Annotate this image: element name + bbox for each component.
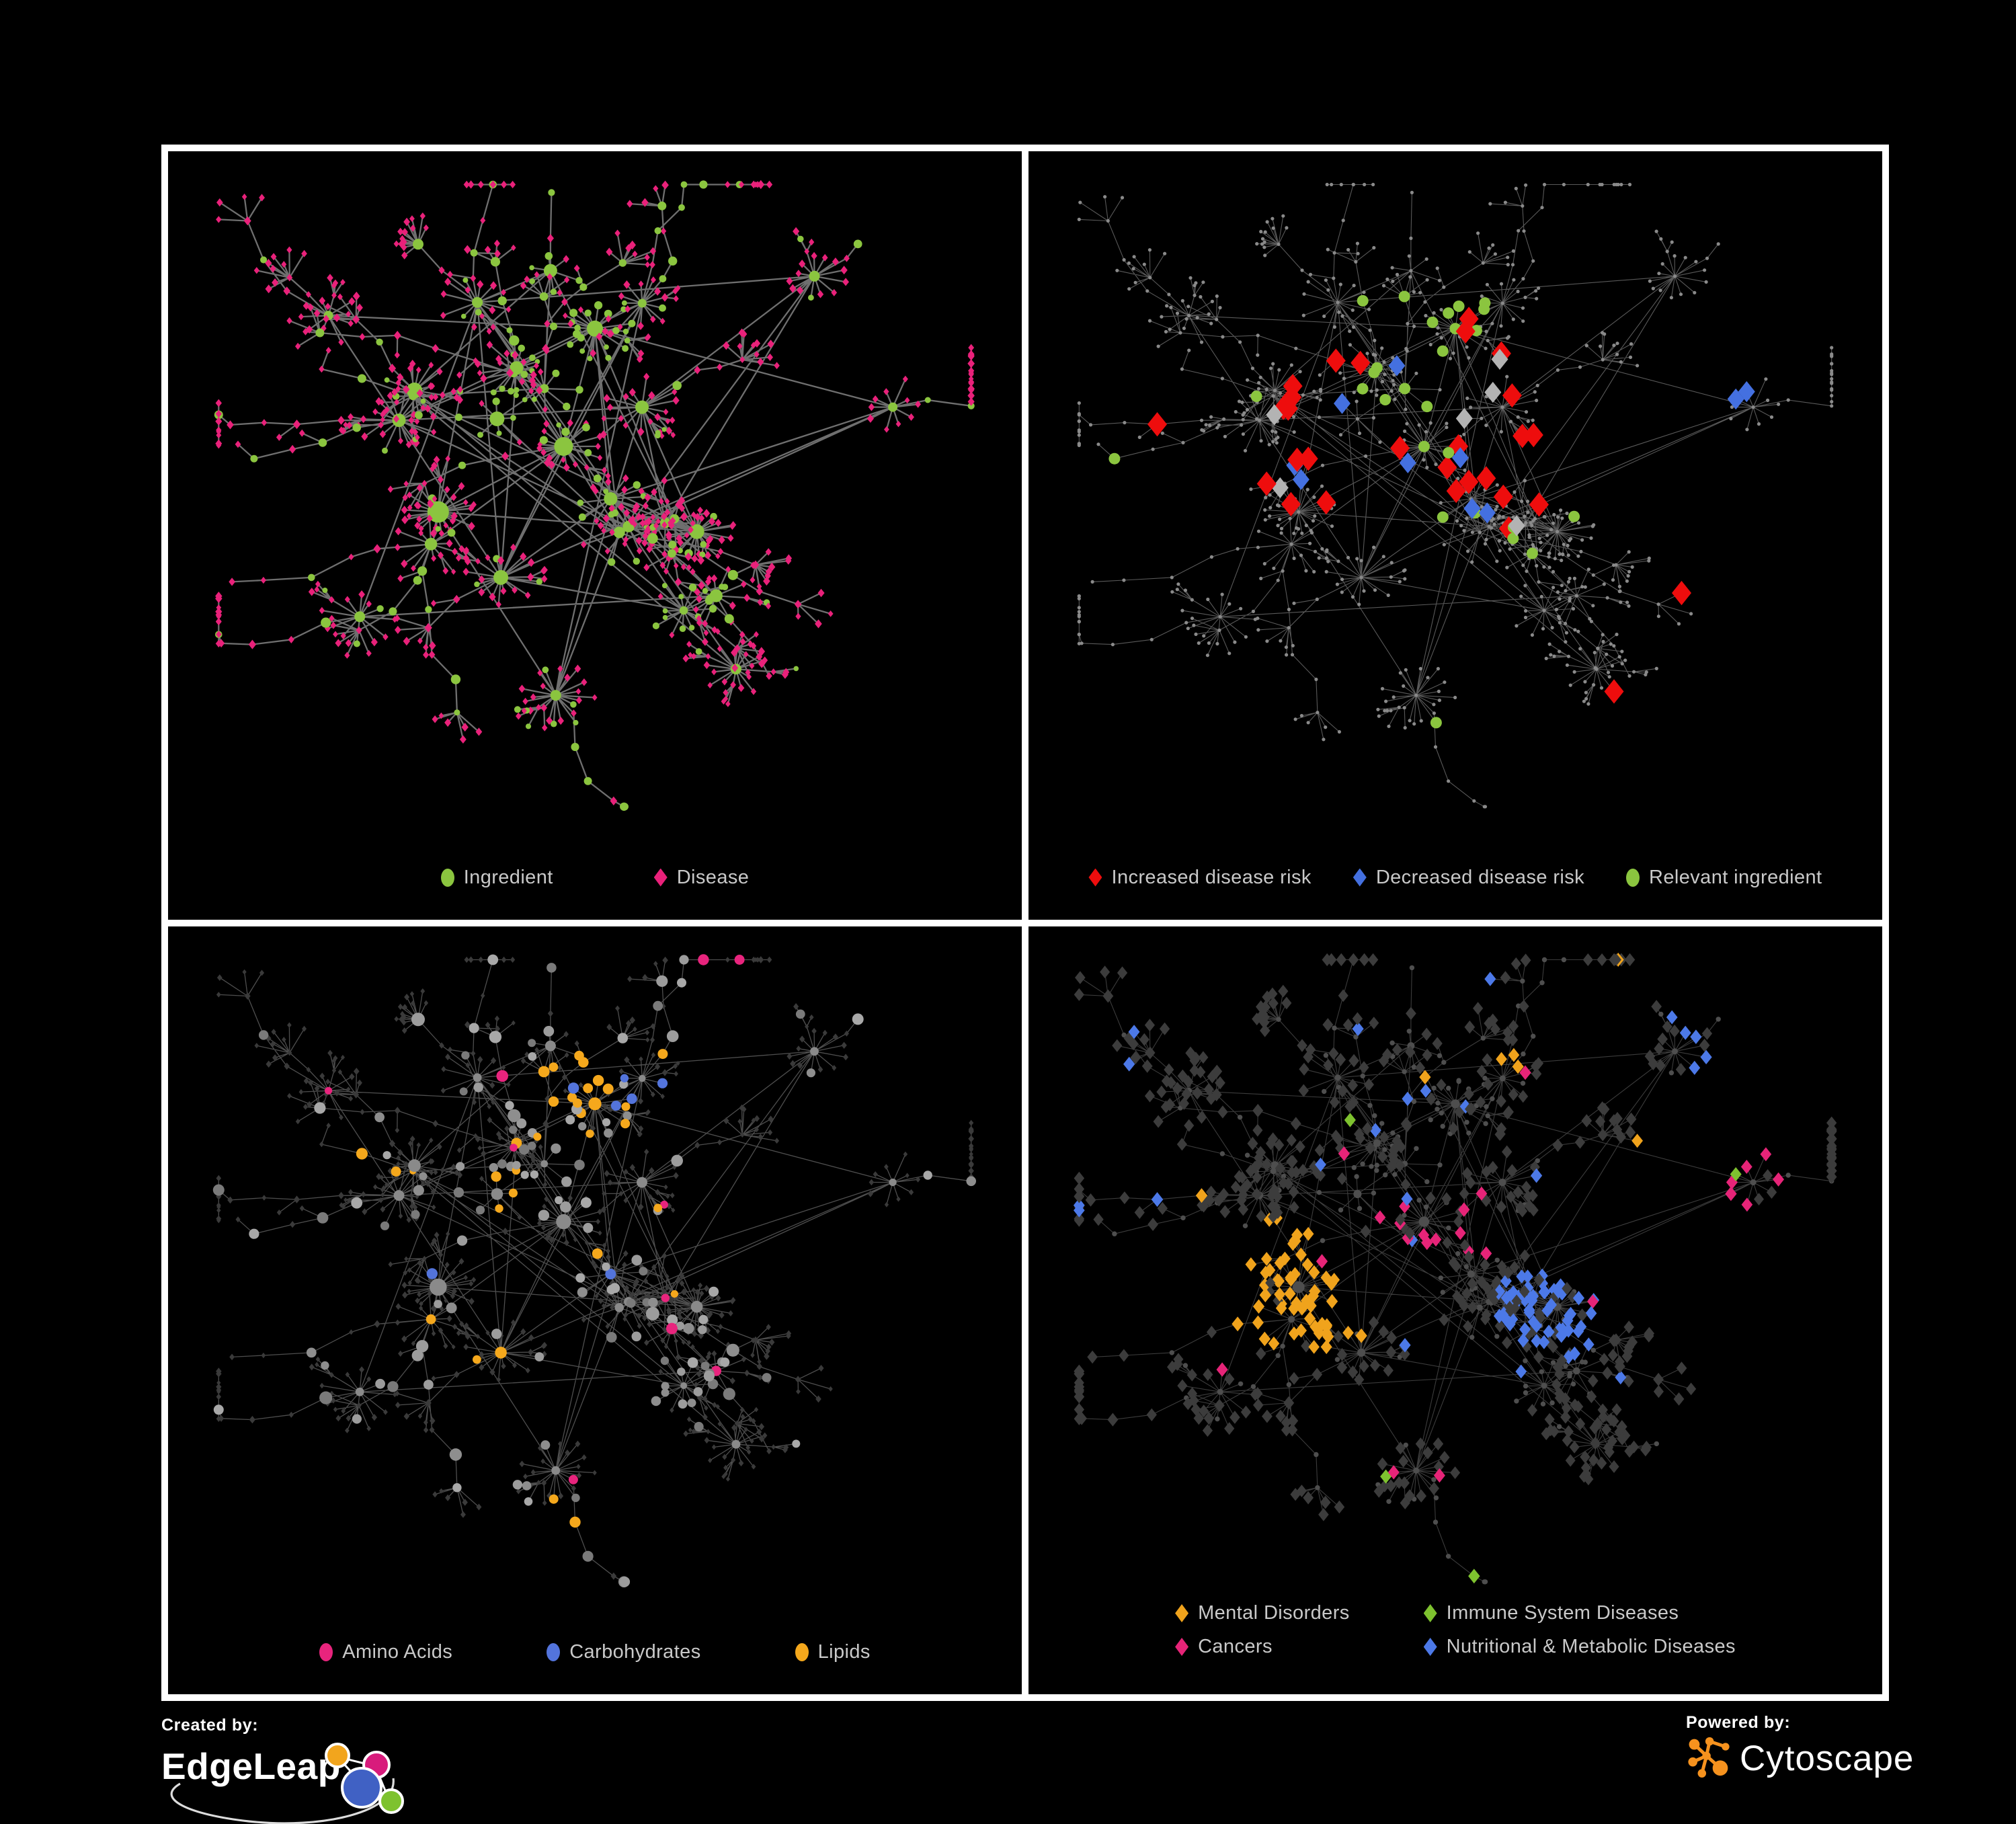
legend-item: Increased disease risk <box>1088 867 1311 889</box>
diamond-swatch <box>1175 1604 1189 1622</box>
panel-nutrient-classes: Amino Acids Carbohydrates Lipids <box>168 926 1022 1694</box>
circle-swatch <box>795 1643 809 1661</box>
ingredient-disease-network-graph <box>214 180 975 811</box>
diamond-swatch <box>1423 1638 1437 1656</box>
cytoscape-logo-text: Cytoscape <box>1740 1738 1914 1778</box>
cytoscape-logo-icon <box>1688 1737 1730 1778</box>
legend-item: Nutritional & Metabolic Diseases <box>1423 1636 1736 1658</box>
legend-label: Increased disease risk <box>1111 866 1312 888</box>
legend-item: Ingredient <box>440 866 553 889</box>
legend-label: Relevant ingredient <box>1649 866 1822 888</box>
nutrient-class-legend: Amino Acids Carbohydrates Lipids <box>168 1641 1022 1663</box>
diamond-swatch <box>1423 1604 1437 1622</box>
legend-item: Immune System Diseases <box>1423 1602 1736 1624</box>
legend-item: Carbohydrates <box>547 1641 700 1663</box>
diamond-swatch <box>653 868 668 887</box>
circle-swatch <box>547 1643 561 1661</box>
legend-item: Mental Disorders <box>1175 1602 1350 1624</box>
legend-label: Nutritional & Metabolic Diseases <box>1446 1636 1736 1657</box>
disease-class-legend: Mental Disorders Immune System Diseases Ca… <box>1029 1602 1882 1658</box>
disease-class-network-graph <box>1073 952 1837 1584</box>
panel-ingredient-disease: Ingredient Disease <box>168 151 1022 920</box>
panel-disease-classes: Mental Disorders Immune System Diseases Ca… <box>1029 926 1882 1694</box>
edgeleap-logo-icon <box>170 1743 404 1824</box>
legend-label: Immune System Diseases <box>1446 1602 1679 1624</box>
disease-risk-network-graph <box>1077 182 1834 809</box>
legend-label: Disease <box>676 866 750 888</box>
created-by-label: Created by: <box>161 1716 259 1735</box>
created-by-branding: Created by: EdgeLeap <box>161 1716 484 1824</box>
legend-item: Lipids <box>795 1641 871 1663</box>
legend-label: Amino Acids <box>342 1641 453 1663</box>
legend-item: Cancers <box>1175 1636 1350 1658</box>
legend-item: Decreased disease risk <box>1353 867 1584 889</box>
powered-by-branding: Powered by: Cytoscape <box>1686 1713 1914 1781</box>
ingredient-disease-legend: Ingredient Disease <box>168 867 1022 889</box>
diamond-swatch <box>1353 868 1367 887</box>
edgeleap-logo-text: EdgeLeap <box>161 1745 341 1787</box>
powered-by-label: Powered by: <box>1686 1713 1791 1732</box>
cytoscape-logo: Cytoscape <box>1686 1735 1914 1781</box>
legend-label: Ingredient <box>463 866 553 888</box>
edgeleap-logo: EdgeLeap <box>161 1737 484 1824</box>
legend-label: Cancers <box>1198 1636 1273 1657</box>
legend-item: Disease <box>653 866 750 889</box>
legend-item: Amino Acids <box>319 1641 452 1663</box>
legend-label: Lipids <box>817 1641 871 1663</box>
diamond-swatch <box>1088 868 1102 887</box>
circle-swatch <box>319 1643 333 1661</box>
nutrient-class-network-graph <box>212 953 976 1587</box>
circle-swatch <box>440 868 454 887</box>
legend-item: Relevant ingredient <box>1626 867 1822 889</box>
legend-label: Decreased disease risk <box>1375 866 1585 888</box>
legend-label: Mental Disorders <box>1198 1602 1350 1624</box>
disease-risk-legend: Increased disease risk Decreased disease … <box>1029 867 1882 889</box>
panel-disease-risk: Increased disease risk Decreased disease … <box>1029 151 1882 920</box>
diamond-swatch <box>1175 1638 1189 1656</box>
legend-label: Carbohydrates <box>569 1641 701 1663</box>
circle-swatch <box>1626 868 1640 887</box>
figure-grid: Ingredient Disease Increased disease risk… <box>161 145 1889 1701</box>
